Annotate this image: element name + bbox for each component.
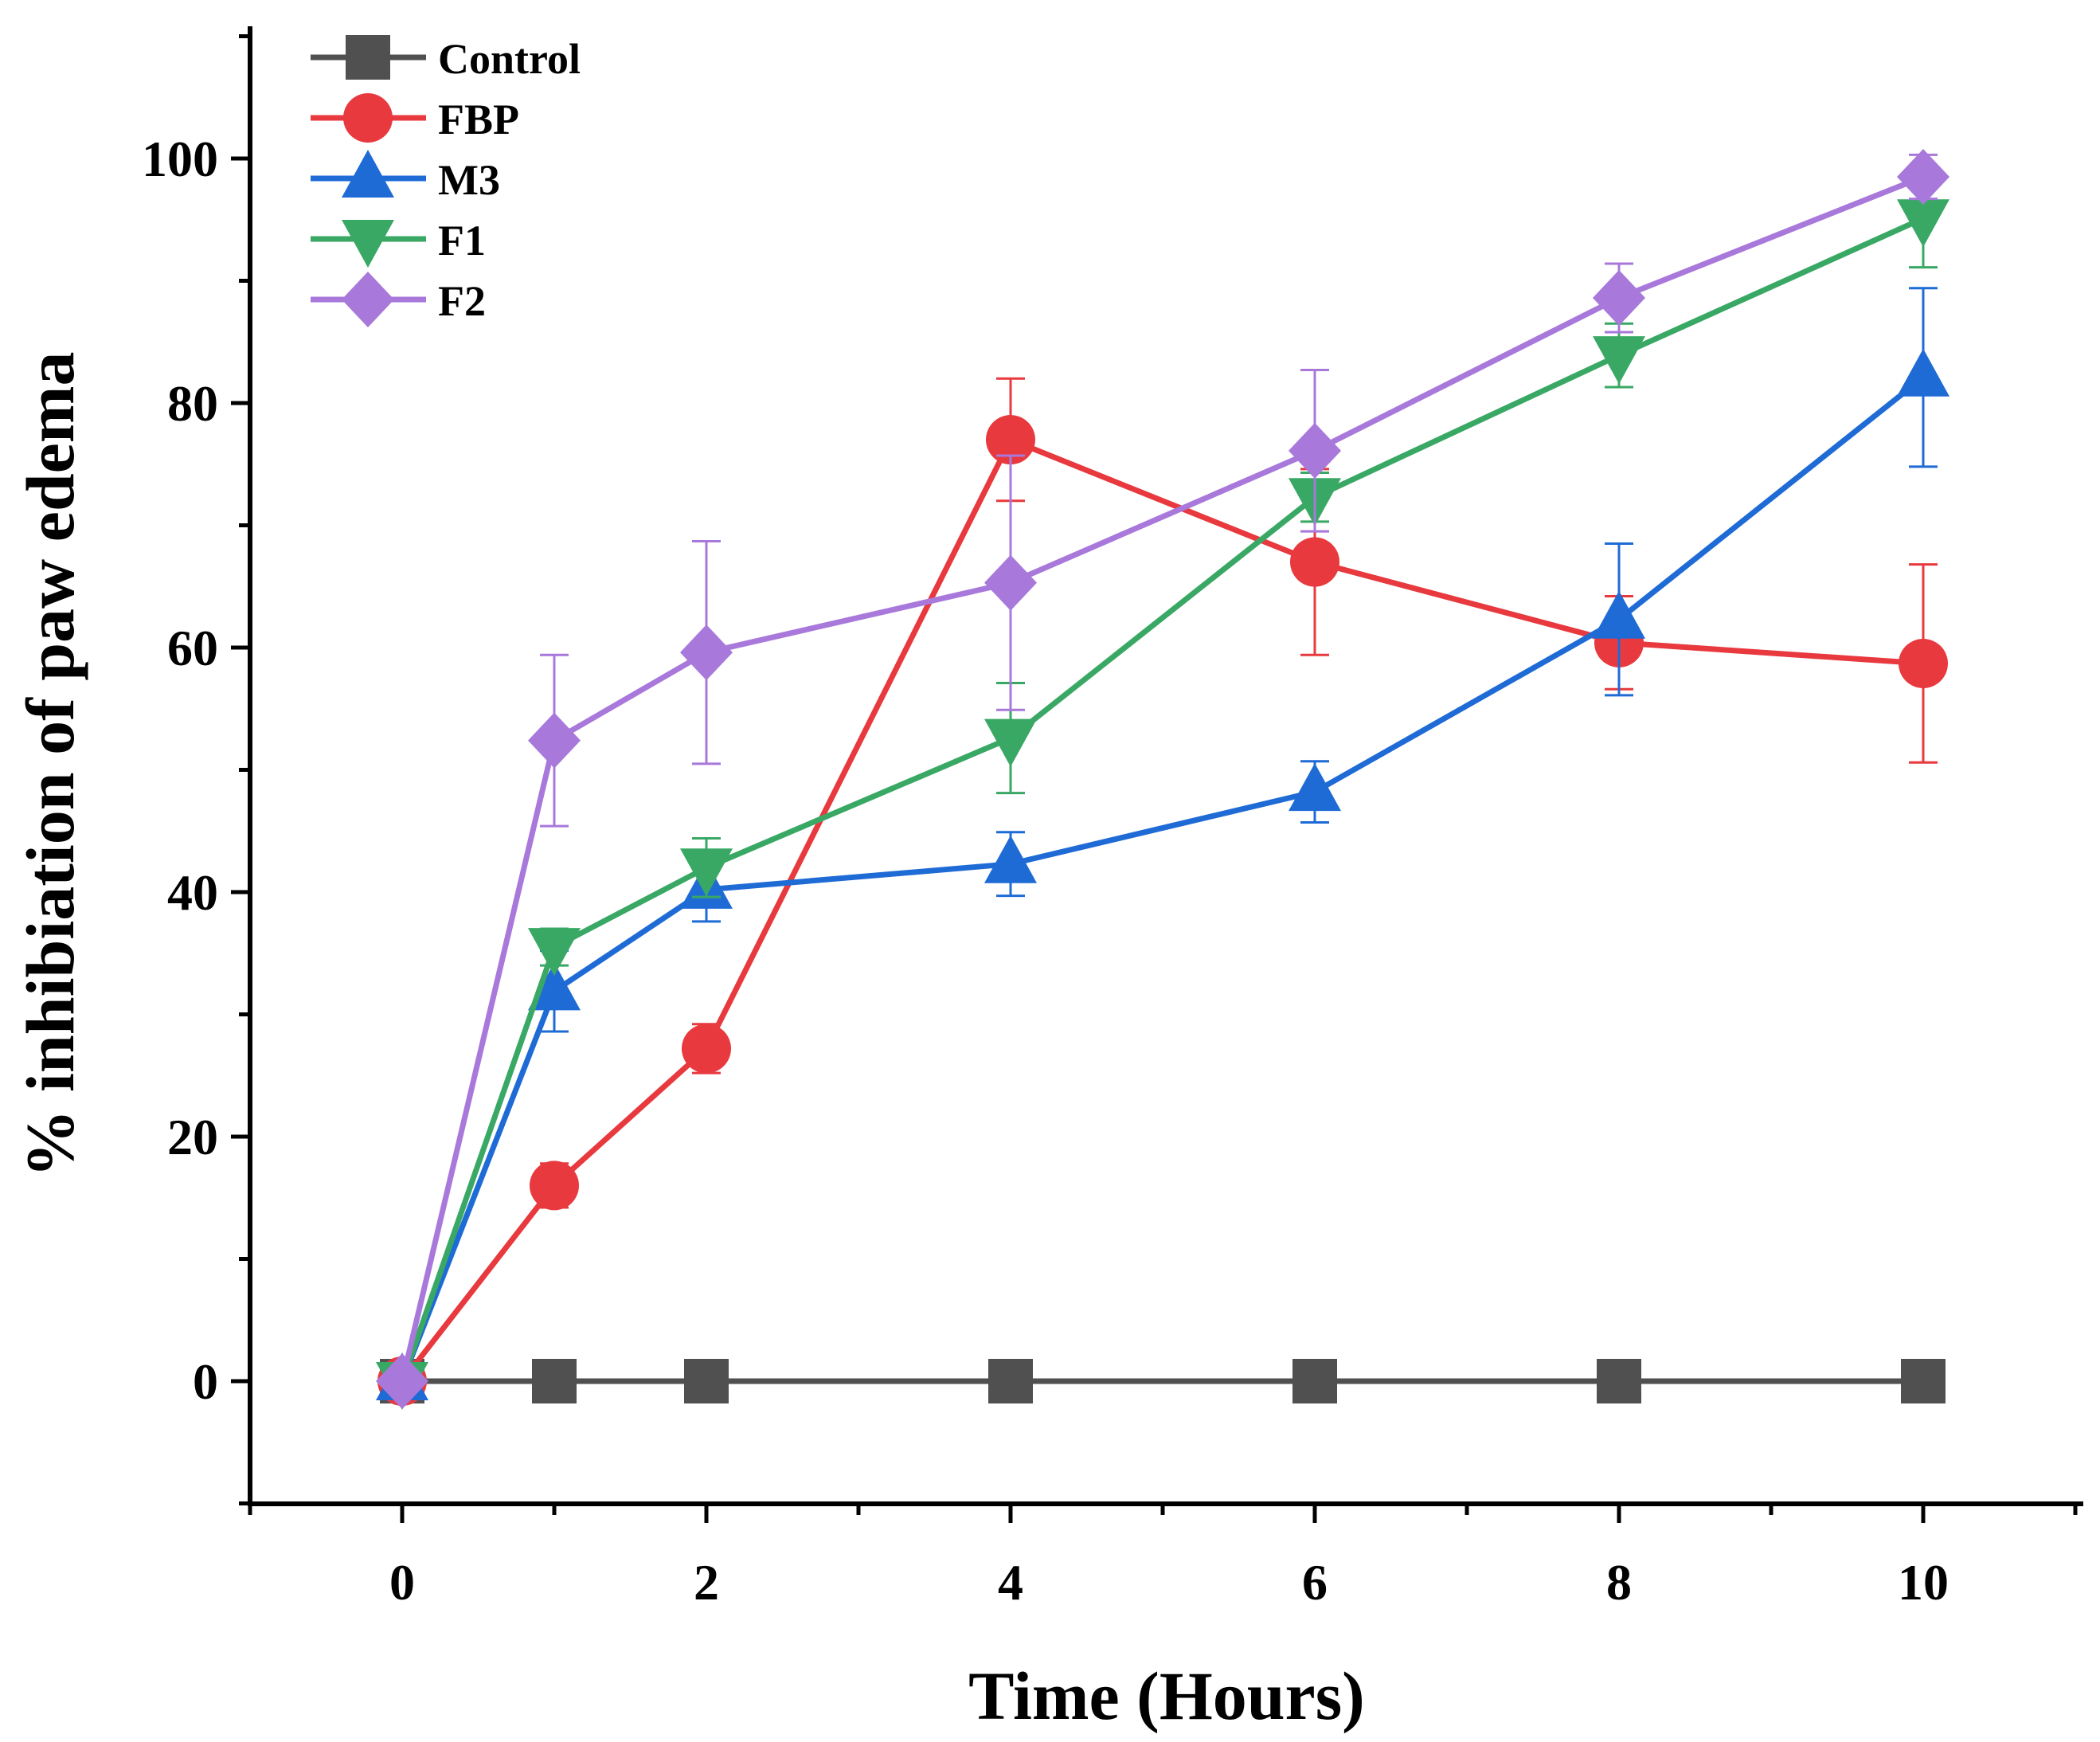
legend-marker-f2 <box>342 272 394 327</box>
data-point-m3 <box>984 835 1037 883</box>
series-f2 <box>376 149 1949 1409</box>
legend-label-f2: F2 <box>438 277 486 325</box>
x-tick-label: 0 <box>389 1554 415 1611</box>
legend-marker-m3 <box>342 150 394 198</box>
axes <box>248 26 2083 1506</box>
data-point-fbp <box>986 415 1035 465</box>
legend: Control FBP M3 F1 F2 <box>311 35 581 327</box>
data-point-control <box>1597 1359 1641 1403</box>
series-control <box>380 1359 1946 1403</box>
legend-item-f2: F2 <box>311 272 486 327</box>
data-point-control <box>988 1359 1033 1403</box>
legend-marker-fbp <box>343 93 393 143</box>
y-tick-label: 100 <box>142 131 218 187</box>
legend-label-m3: M3 <box>438 156 500 204</box>
data-point-f1 <box>1897 199 1949 248</box>
data-point-f2 <box>528 712 581 769</box>
data-point-f2 <box>1289 422 1341 479</box>
data-point-f1 <box>680 848 733 897</box>
data-point-m3 <box>1897 348 1949 397</box>
y-tick-label: 60 <box>167 620 218 676</box>
data-point-f2 <box>376 1353 428 1409</box>
series-f1 <box>376 168 1949 1410</box>
x-ticks: 0 2 4 6 8 10 <box>248 1504 2078 1611</box>
x-tick-label: 8 <box>1606 1554 1632 1611</box>
data-point-fbp <box>530 1161 579 1211</box>
data-point-control <box>684 1359 729 1403</box>
x-axis-label: Time (Hours) <box>968 1658 1365 1734</box>
data-point-f2 <box>984 554 1037 611</box>
x-tick-label: 2 <box>694 1554 719 1611</box>
y-tick-label: 40 <box>167 864 218 921</box>
series-m3 <box>376 287 1949 1400</box>
legend-marker-control <box>346 35 390 80</box>
legend-label-control: Control <box>438 35 581 83</box>
x-tick-label: 4 <box>998 1554 1023 1611</box>
y-axis-label: % inhibiation of paw edema <box>12 352 88 1178</box>
data-point-m3 <box>1289 763 1341 812</box>
y-tick-label: 20 <box>167 1109 218 1165</box>
legend-marker-f1 <box>342 220 394 268</box>
legend-label-f1: F1 <box>438 217 486 264</box>
data-point-f2 <box>1593 269 1645 326</box>
data-point-control <box>1901 1359 1946 1403</box>
data-point-m3 <box>1593 590 1645 639</box>
series-line-f2 <box>399 174 1925 1382</box>
data-point-control <box>532 1359 577 1403</box>
legend-label-fbp: FBP <box>438 96 519 143</box>
legend-item-f1: F1 <box>311 217 486 268</box>
y-tick-label: 0 <box>193 1353 218 1410</box>
series-line-m3 <box>399 375 1926 1383</box>
legend-item-fbp: FBP <box>311 93 519 143</box>
series-fbp <box>377 377 1948 1406</box>
series-layer <box>376 149 1949 1410</box>
series-line-f1 <box>399 216 1925 1383</box>
data-point-f1 <box>1593 336 1645 385</box>
data-point-f1 <box>528 928 581 977</box>
data-point-fbp <box>1899 638 1948 688</box>
data-point-fbp <box>682 1024 731 1074</box>
legend-item-control: Control <box>311 35 581 83</box>
data-point-f2 <box>680 624 733 681</box>
legend-item-m3: M3 <box>311 150 500 204</box>
y-tick-label: 80 <box>167 375 218 432</box>
data-point-f2 <box>1897 149 1949 206</box>
data-point-fbp <box>1290 537 1339 587</box>
data-point-control <box>1292 1359 1337 1403</box>
y-ticks: 0 20 40 60 80 100 <box>142 34 250 1505</box>
data-point-f1 <box>984 718 1037 767</box>
data-point-m3 <box>528 962 581 1011</box>
x-tick-label: 6 <box>1302 1554 1328 1611</box>
x-tick-label: 10 <box>1898 1554 1949 1611</box>
